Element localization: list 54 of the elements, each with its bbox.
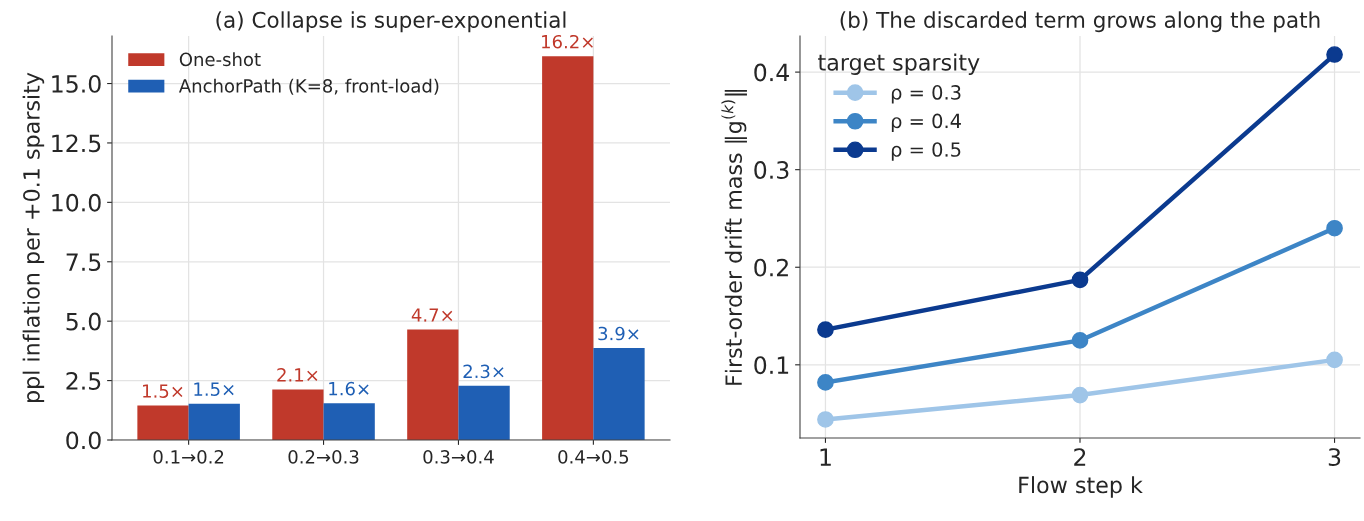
- y-axis-title: ppl inflation per +0.1 sparsity: [22, 72, 45, 402]
- y-tick-label: 0.0: [66, 431, 101, 450]
- data-label: 3.9×: [598, 326, 639, 341]
- bar: [542, 56, 594, 440]
- y-tick-label: 0.1: [754, 356, 789, 375]
- y-tick-label: 7.5: [66, 253, 101, 272]
- data-label: 2.3×: [463, 364, 504, 379]
- data-label: 1.5×: [194, 382, 234, 396]
- y-tick-label: 10.0: [52, 193, 101, 212]
- bar: [137, 405, 189, 440]
- chart-title: (b) The discarded term grows along the path: [840, 11, 1320, 33]
- y-tick-label: 15.0: [52, 74, 101, 93]
- point: [1071, 271, 1089, 289]
- x-tick-label: 1: [820, 448, 831, 466]
- bar: [593, 348, 645, 440]
- point: [1326, 219, 1343, 237]
- point: [1071, 332, 1089, 349]
- x-axis-title: Flow step k: [1019, 476, 1143, 498]
- point: [1326, 351, 1343, 369]
- y-tick-label: 2.5: [66, 372, 101, 390]
- data-label: 4.7×: [411, 308, 453, 322]
- data-label: 16.2×: [542, 34, 593, 49]
- y-tick-label: 0.3: [754, 161, 789, 179]
- x-tick-label: 2: [1074, 448, 1086, 466]
- x-tick-label: 0.2→0.3: [288, 450, 359, 464]
- y-axis-title: First-order drift mass ‖g$^{(k)}$‖: [721, 89, 747, 385]
- legend-label: ρ = 0.3: [891, 85, 961, 104]
- bar: [272, 389, 324, 440]
- chart-title: (a) Collapse is super-exponential: [216, 11, 566, 33]
- data-label: 1.5×: [143, 384, 183, 398]
- legend-label: ρ = 0.5: [891, 142, 961, 161]
- point: [817, 411, 834, 428]
- legend-label: One-shot: [179, 52, 261, 67]
- x-tick-label: 0.3→0.4: [423, 450, 494, 464]
- y-tick-label: 5.0: [66, 312, 101, 331]
- point: [817, 374, 834, 391]
- point: [817, 321, 834, 339]
- y-tick-label: 0.2: [754, 258, 788, 277]
- bar: [188, 403, 240, 440]
- data-label: 1.6×: [329, 381, 369, 396]
- x-tick-label: 3: [1328, 448, 1341, 466]
- legend-label: ρ = 0.4: [891, 113, 961, 133]
- bar: [407, 329, 459, 440]
- point: [1326, 46, 1343, 63]
- legend-title: target sparsity: [818, 53, 980, 76]
- bar: [323, 403, 375, 440]
- legend-label: AnchorPath (K=8, front-load): [178, 78, 439, 95]
- data-label: 2.1×: [277, 368, 318, 382]
- x-tick-label: 0.1→0.2: [153, 450, 224, 464]
- point: [1071, 386, 1089, 404]
- bar: [458, 385, 510, 440]
- y-tick-label: 0.4: [754, 63, 789, 82]
- y-tick-label: 12.5: [52, 134, 101, 153]
- x-tick-label: 0.4→0.5: [558, 450, 629, 464]
